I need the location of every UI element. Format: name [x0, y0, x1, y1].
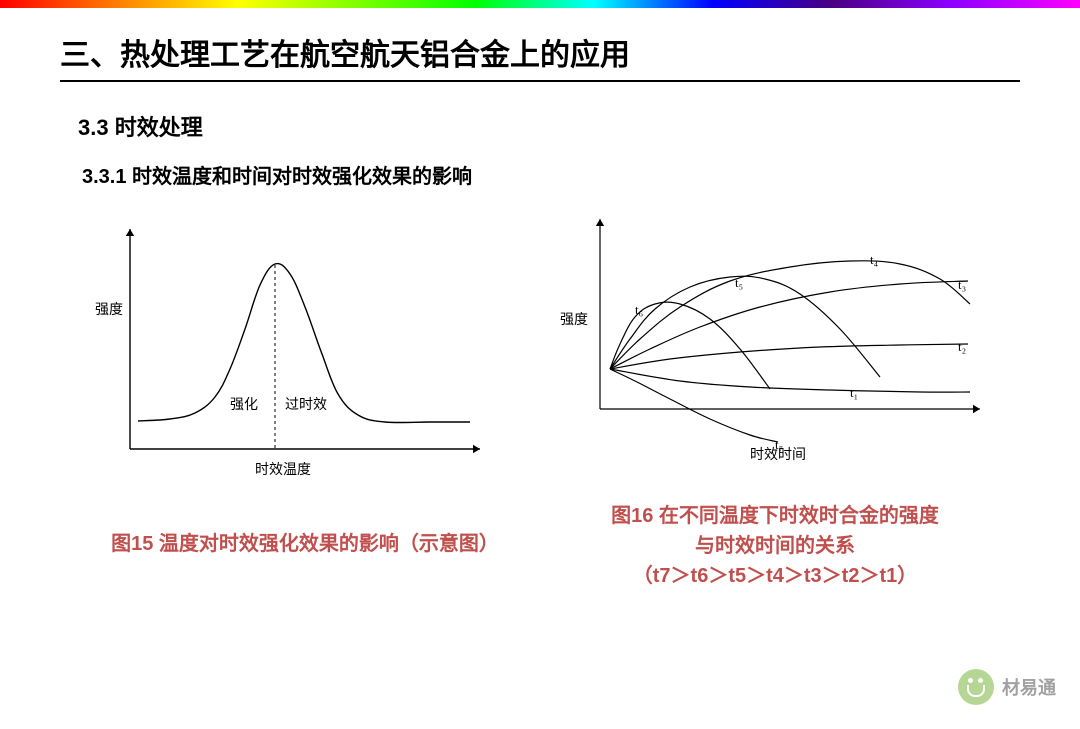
svg-text:过时效: 过时效 — [285, 397, 327, 413]
svg-text:强度: 强度 — [560, 312, 588, 328]
watermark-text: 材易通 — [1002, 674, 1056, 700]
svg-text:t₂: t₂ — [958, 339, 966, 354]
svg-text:强化: 强化 — [230, 397, 258, 413]
svg-text:t₅: t₅ — [735, 275, 743, 290]
figure-15-caption: 图15 温度对时效强化效果的影响（示意图） — [111, 529, 499, 559]
svg-text:t₆: t₆ — [635, 302, 643, 317]
figure-16: t₁t₂t₃t₄t₅t₆t₇强度时效时间 图16 在不同温度下时效时合金的强度 … — [540, 209, 1010, 591]
svg-text:t₃: t₃ — [958, 277, 966, 292]
section-heading: 3.3 时效处理 — [78, 110, 1020, 142]
page-title: 三、热处理工艺在航空航天铝合金上的应用 — [60, 30, 1020, 82]
chart-strength-vs-time: t₁t₂t₃t₄t₅t₆t₇强度时效时间 — [540, 209, 1010, 489]
svg-text:t₄: t₄ — [870, 252, 879, 267]
figure-16-caption: 图16 在不同温度下时效时合金的强度 与时效时间的关系 （t7＞t6＞t5＞t4… — [611, 501, 939, 591]
svg-text:时效温度: 时效温度 — [255, 462, 311, 478]
svg-text:t₁: t₁ — [850, 385, 858, 400]
figure-15: 强度时效温度 强化 过时效 图15 温度对时效强化效果的影响（示意图） — [70, 209, 540, 591]
rainbow-divider — [0, 0, 1080, 8]
svg-text:时效时间: 时效时间 — [750, 447, 806, 463]
chart-strength-vs-temperature: 强度时效温度 强化 过时效 — [70, 209, 540, 489]
svg-text:强度: 强度 — [95, 302, 123, 318]
figure-16-caption-line3: （t7＞t6＞t5＞t4＞t3＞t2＞t1） — [611, 561, 939, 591]
watermark: 材易通 — [958, 669, 1056, 705]
wechat-icon — [958, 669, 994, 705]
figure-16-caption-line1: 图16 在不同温度下时效时合金的强度 — [611, 501, 939, 531]
figure-16-caption-line2: 与时效时间的关系 — [611, 531, 939, 561]
subsection-heading: 3.3.1 时效温度和时间对时效强化效果的影响 — [82, 160, 1020, 189]
